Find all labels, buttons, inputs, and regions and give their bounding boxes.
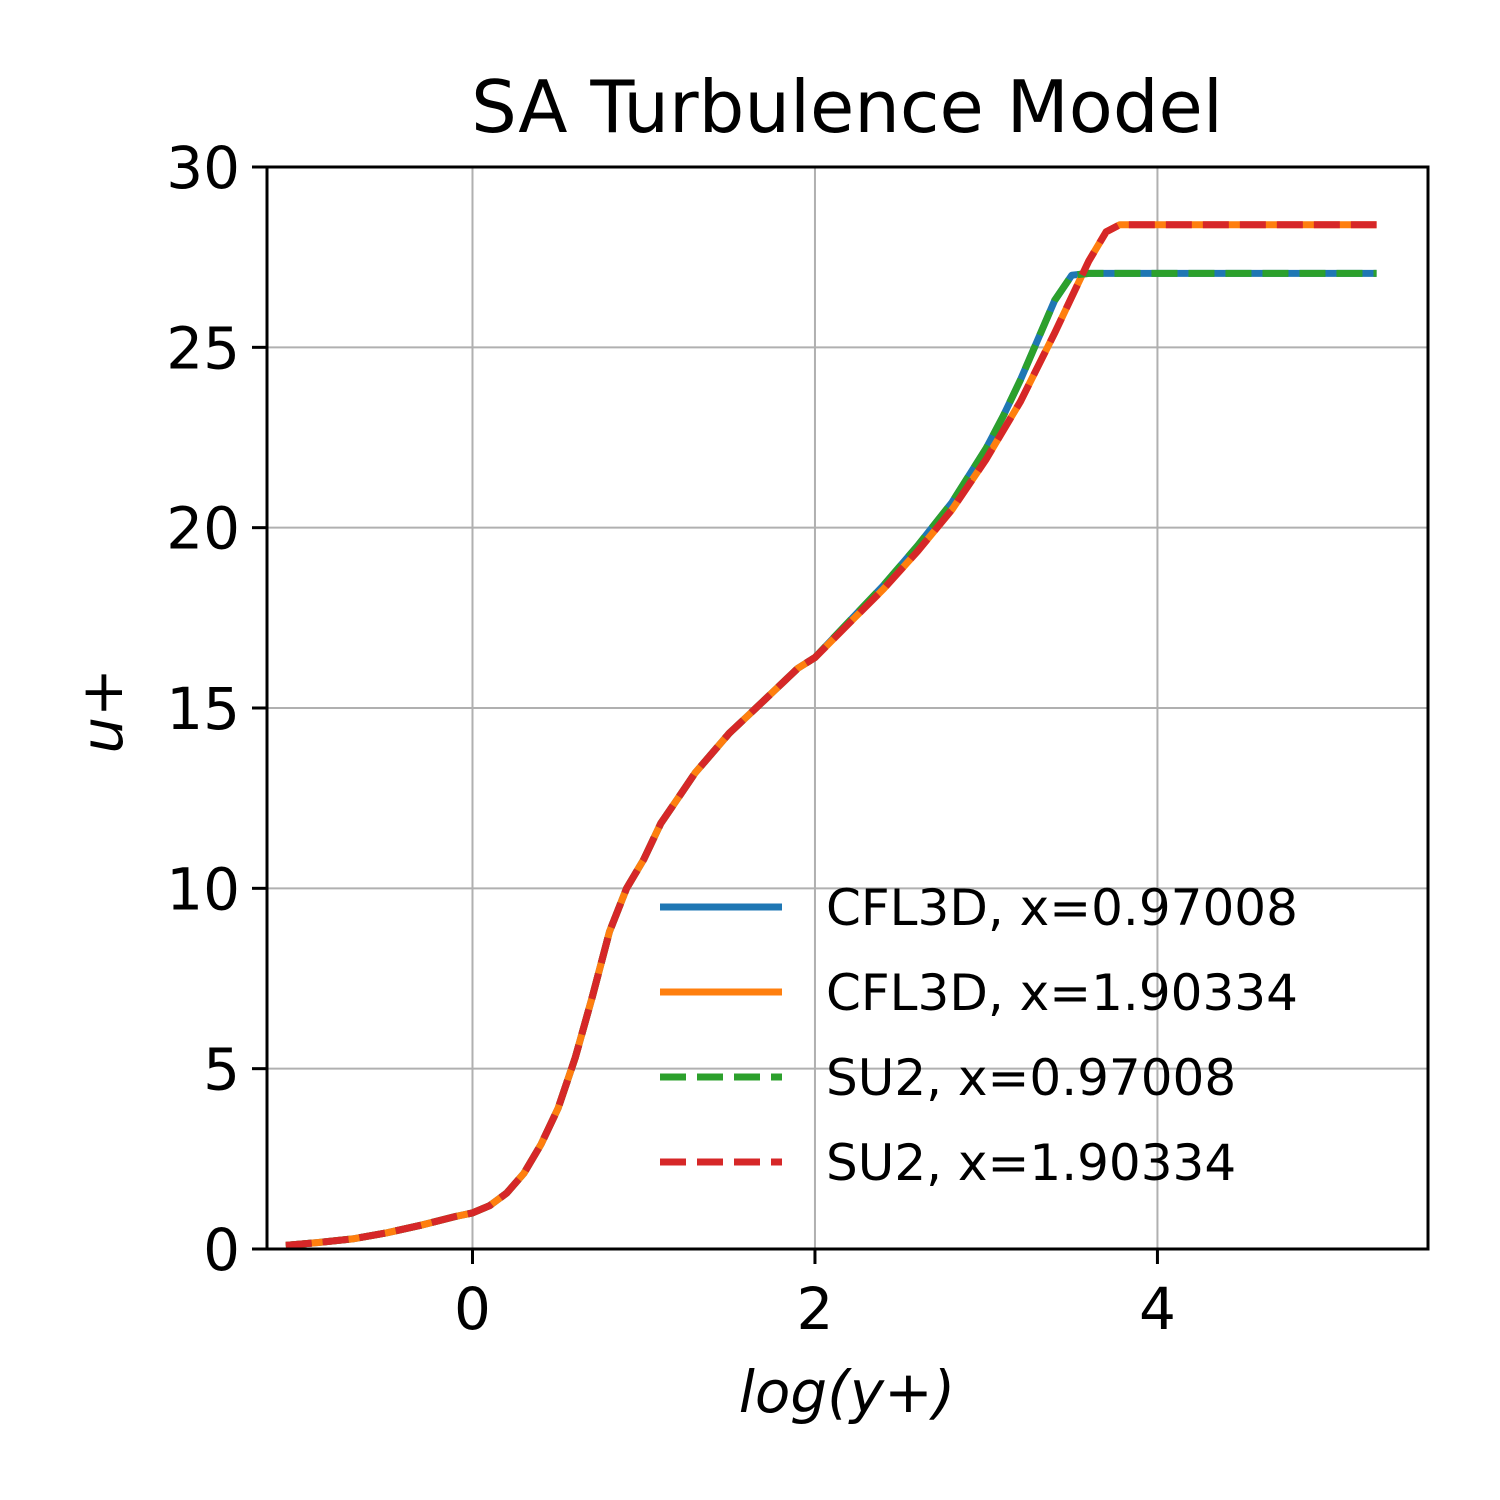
y-tick-label: 10: [166, 855, 240, 923]
x-tick-label: 4: [1139, 1275, 1176, 1343]
y-tick-label: 0: [203, 1216, 240, 1284]
x-tick-label: 0: [454, 1275, 491, 1343]
y-tick-label: 25: [166, 314, 240, 382]
y-tick-label: 30: [166, 134, 240, 202]
chart-title: SA Turbulence Model: [471, 65, 1223, 149]
y-axis-label: u+: [68, 668, 136, 753]
legend-label-3: SU2, x=0.97008: [826, 1049, 1236, 1107]
legend-label-4: SU2, x=1.90334: [826, 1134, 1236, 1192]
grid-lines: [267, 167, 1428, 1249]
axis-ticks: 0 2 4 0 5 10 15 20 25 30: [166, 134, 1176, 1343]
legend: CFL3D, x=0.97008 CFL3D, x=1.90334 SU2, x=0…: [660, 879, 1298, 1192]
legend-label-1: CFL3D, x=0.97008: [826, 879, 1298, 937]
y-tick-label: 15: [166, 675, 240, 743]
legend-label-2: CFL3D, x=1.90334: [826, 964, 1298, 1022]
series-layer: [285, 221, 1377, 1249]
series-line-4: [285, 221, 1377, 1249]
y-tick-label: 20: [166, 495, 240, 563]
y-tick-label: 5: [203, 1036, 240, 1104]
x-axis-label: log(y+): [739, 1358, 956, 1426]
x-tick-label: 2: [797, 1275, 834, 1343]
